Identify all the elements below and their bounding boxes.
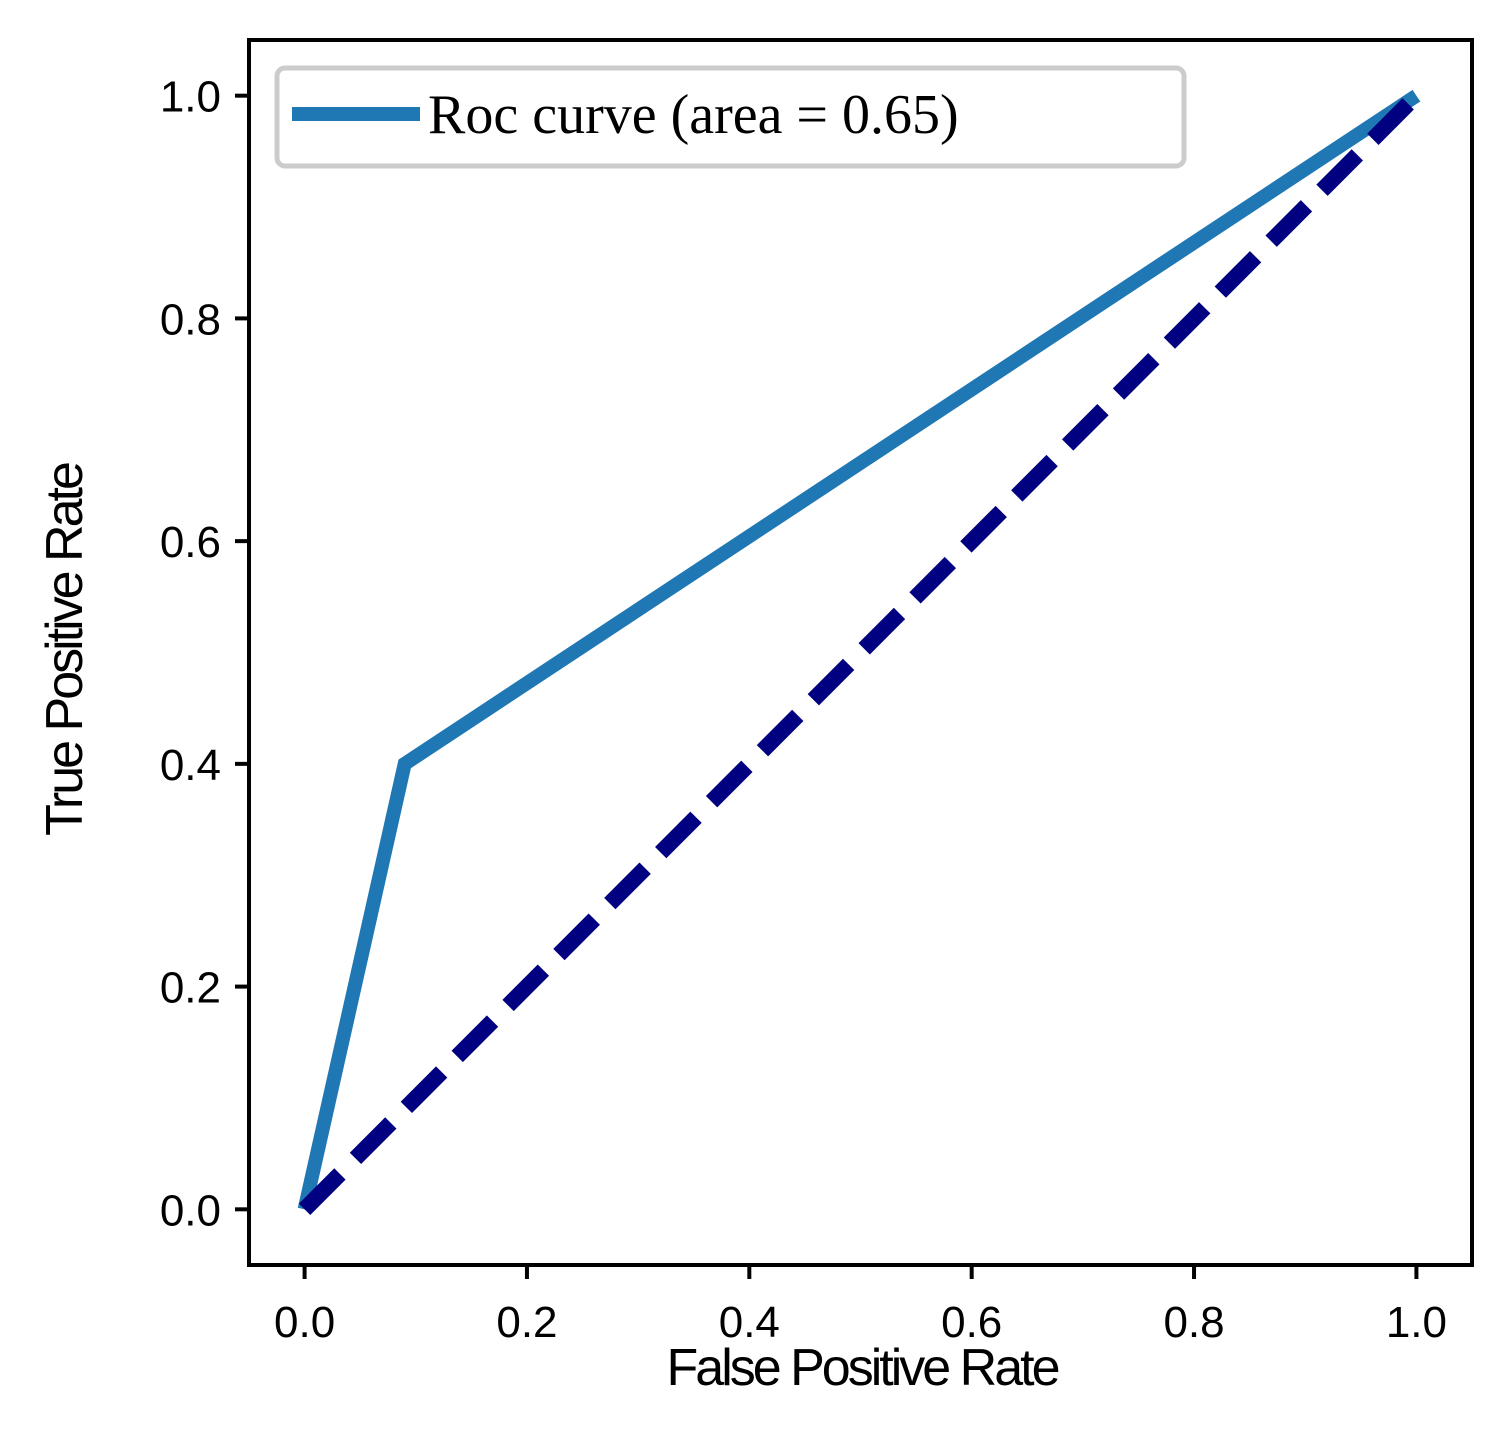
y-tick-label: 0.8 [160,295,221,344]
y-tick-label: 0.2 [160,964,221,1013]
plot-frame [247,38,1474,1267]
x-tick-label: 0.8 [1163,1298,1224,1347]
plot-area [297,89,1423,1215]
legend: Roc curve (area = 0.65) [274,65,1187,169]
x-tick-label: 1.0 [1386,1298,1447,1347]
x-tick-label: 0.4 [719,1298,780,1347]
x-axis-label: False Positive Rate [667,1339,1059,1397]
legend-label-roc: Roc curve (area = 0.65) [428,84,959,146]
y-tick-label: 0.4 [160,741,221,790]
x-tick-label: 0.2 [496,1298,557,1347]
y-tick-label: 0.6 [160,518,221,567]
y-tick-label: 0.0 [160,1186,221,1235]
x-tick-label: 0.6 [941,1298,1002,1347]
legend-box [274,65,1187,169]
roc-curve-line [297,89,1421,1211]
y-axis-label: True Positive Rate [36,463,94,836]
axes: 0.0 0.2 0.4 0.6 0.8 1.0 0.0 0.2 0.4 0.6 0.8 1.0 [160,38,1474,1347]
x-tick-label: 0.0 [274,1298,335,1347]
chance-diagonal-line [298,90,1423,1215]
y-tick-label: 1.0 [160,73,221,122]
